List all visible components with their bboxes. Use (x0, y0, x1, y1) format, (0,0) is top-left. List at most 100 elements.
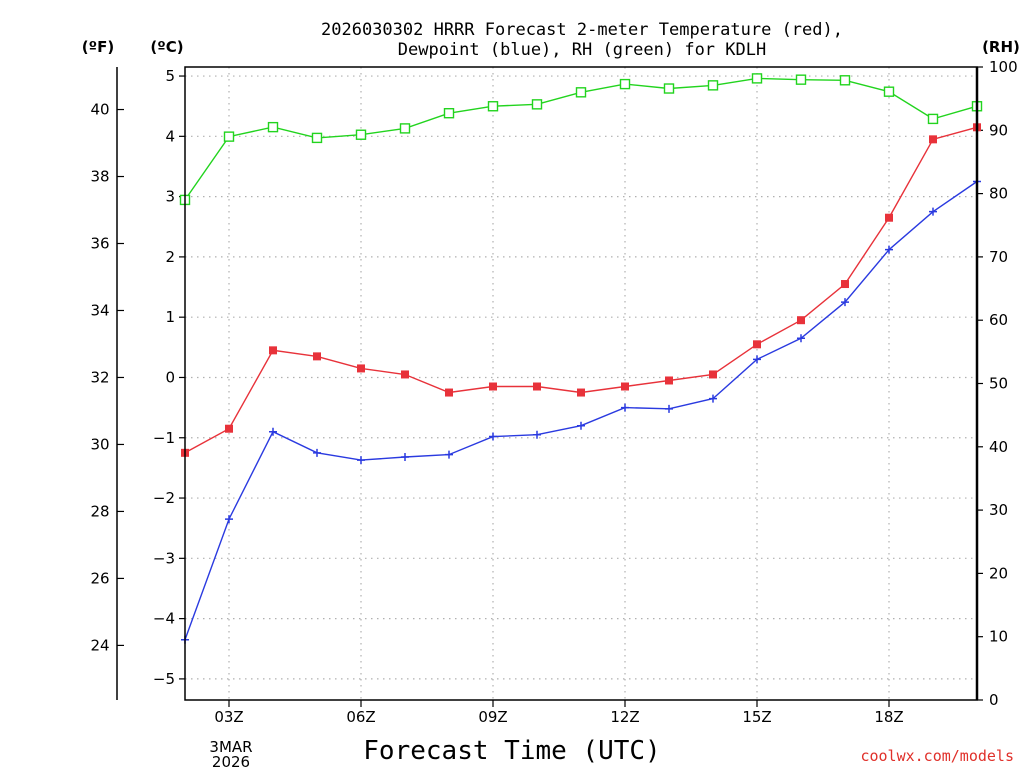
celsius-tick-label: −3 (153, 549, 175, 567)
x-tick-label: 06Z (346, 708, 375, 726)
rh-marker (443, 108, 455, 119)
rh-marker (619, 78, 631, 90)
celsius-tick-label: −1 (153, 429, 175, 447)
fahrenheit-tick-label: 34 (90, 301, 109, 319)
fahrenheit-tick-label: 24 (90, 636, 109, 654)
temperature-marker (753, 340, 761, 349)
x-axis-title: Forecast Time (UTC) (363, 736, 660, 766)
x-tick-label: 18Z (874, 708, 903, 726)
dewpoint-marker (621, 403, 629, 412)
x-tick-label: 15Z (742, 708, 771, 726)
rh-unit-label: (RH) (982, 38, 1020, 56)
rh-marker (575, 87, 587, 98)
rh-marker (399, 123, 411, 134)
rh-marker (707, 80, 719, 91)
rh-tick-label: 100 (989, 58, 1018, 76)
rh-marker (839, 75, 851, 86)
rh-marker (267, 121, 279, 133)
dewpoint-marker (885, 245, 893, 254)
dewpoint-marker (401, 453, 409, 462)
temperature-marker (665, 376, 673, 385)
celsius-axis: −5 −4 −3 −2 −1 0 1 2 3 4 5 (153, 67, 185, 688)
x-tick-label: 03Z (214, 708, 243, 726)
temperature-marker (577, 388, 585, 397)
rh-tick-label: 0 (989, 691, 999, 709)
rh-marker (927, 113, 939, 125)
rh-marker (751, 73, 763, 84)
rh-tick-label: 20 (989, 564, 1008, 582)
dewpoint-marker (269, 427, 277, 436)
rh-marker (883, 86, 895, 97)
rh-tick-label: 90 (989, 121, 1008, 139)
dewpoint-marker (313, 448, 321, 457)
fahrenheit-unit-label: (ºF) (82, 38, 114, 56)
rh-marker (663, 83, 675, 94)
plot-frame (184, 66, 978, 701)
rh-marker (531, 99, 543, 110)
dewpoint-marker (709, 394, 717, 403)
temperature-marker (489, 382, 497, 391)
fahrenheit-tick-label: 38 (90, 168, 109, 186)
fahrenheit-tick-label: 36 (90, 235, 109, 253)
data-series (179, 73, 983, 644)
fahrenheit-tick-label: 32 (90, 368, 109, 386)
grid-lines (185, 67, 977, 700)
rh-marker (355, 129, 367, 140)
dewpoint-marker (445, 450, 453, 459)
temperature-marker (313, 352, 321, 361)
temperature-marker (621, 382, 629, 391)
celsius-tick-label: 3 (165, 188, 175, 206)
temperature-marker (357, 364, 365, 373)
temperature-marker (401, 370, 409, 379)
celsius-tick-label: 1 (165, 308, 175, 326)
x-axis: 03Z 06Z 09Z 12Z 15Z 18Z (214, 700, 904, 726)
rh-axis: 0 10 20 30 40 50 60 70 80 90 100 (977, 58, 1018, 709)
fahrenheit-tick-label: 40 (90, 101, 109, 119)
temperature-line (184, 126, 978, 454)
celsius-unit-label: (ºC) (150, 38, 183, 56)
temperature-marker (929, 135, 937, 144)
dewpoint-marker (357, 456, 365, 465)
temperature-marker (269, 346, 277, 355)
date-label-day: 3MAR (209, 738, 252, 756)
temperature-marker (225, 424, 233, 433)
rh-tick-label: 50 (989, 375, 1008, 393)
temperature-marker (709, 370, 717, 379)
dewpoint-marker (665, 404, 673, 413)
temperature-marker (797, 316, 805, 325)
rh-marker (311, 132, 323, 144)
dewpoint-marker (929, 207, 937, 216)
chart-title-line1: 2026030302 HRRR Forecast 2-meter Tempera… (321, 20, 843, 40)
rh-marker (223, 131, 235, 142)
dewpoint-marker (797, 334, 805, 343)
celsius-tick-label: −2 (153, 489, 175, 507)
fahrenheit-tick-label: 26 (90, 569, 109, 587)
rh-tick-label: 30 (989, 501, 1008, 519)
rh-tick-label: 60 (989, 311, 1008, 329)
rh-marker (795, 74, 807, 85)
temperature-marker (533, 382, 541, 391)
fahrenheit-tick-label: 28 (90, 502, 109, 520)
dewpoint-marker (841, 298, 849, 307)
x-tick-label: 12Z (610, 708, 639, 726)
date-label-year: 2026 (212, 753, 250, 768)
chart-title-line2: Dewpoint (blue), RH (green) for KDLH (398, 40, 766, 60)
fahrenheit-tick-label: 30 (90, 435, 109, 453)
x-tick-label: 09Z (478, 708, 507, 726)
celsius-tick-label: 5 (165, 67, 175, 85)
dewpoint-marker (753, 355, 761, 364)
dewpoint-marker (225, 515, 233, 524)
temperature-marker (885, 213, 893, 222)
temperature-marker (445, 388, 453, 397)
rh-tick-label: 40 (989, 438, 1008, 456)
celsius-tick-label: 0 (165, 368, 175, 386)
celsius-tick-label: −4 (153, 610, 175, 628)
rh-tick-label: 70 (989, 248, 1008, 266)
dewpoint-marker (533, 430, 541, 439)
credit-text: coolwx.com/models (860, 747, 1014, 765)
dewpoint-marker (489, 432, 497, 441)
rh-marker (487, 101, 499, 112)
temperature-marker (841, 280, 849, 289)
rh-tick-label: 80 (989, 185, 1008, 203)
